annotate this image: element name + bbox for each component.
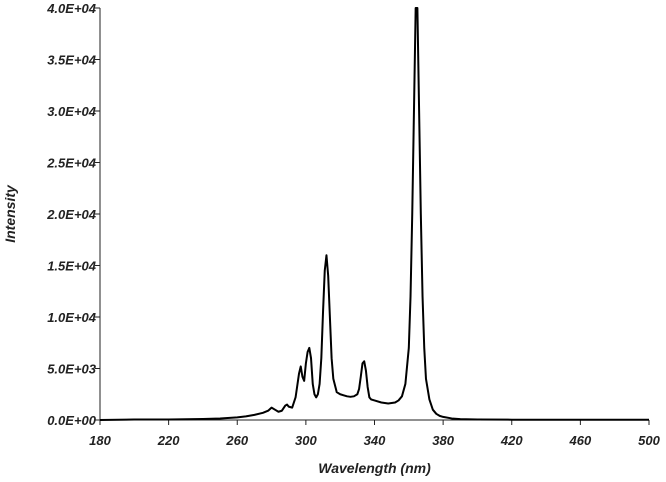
x-tick-label: 460 — [569, 433, 592, 448]
x-tick-label: 220 — [157, 433, 180, 448]
series-layer — [99, 7, 649, 421]
series-line — [99, 7, 649, 421]
y-tick-label: 3.0E+04 — [47, 104, 97, 119]
y-tick-label: 5.0E+03 — [47, 362, 97, 377]
y-tick-label: 2.0E+04 — [46, 207, 97, 222]
y-tick-label: 2.5E+04 — [46, 156, 97, 171]
y-tick-label: 4.0E+04 — [46, 1, 97, 16]
y-tick-label: 3.5E+04 — [47, 53, 97, 68]
plot-area: 180 220 260 300 340 380 420 460 500 0.0E+00 5.0E+… — [46, 1, 660, 448]
y-axis-ticks: 0.0E+00 5.0E+03 1.0E+04 1.5E+04 2.0E+04 2.5E+… — [46, 1, 100, 428]
x-axis-title: Wavelength (nm) — [318, 460, 431, 476]
y-tick-label: 1.5E+04 — [47, 259, 97, 274]
x-tick-label: 180 — [89, 433, 111, 448]
x-tick-label: 380 — [432, 433, 454, 448]
x-tick-label: 500 — [638, 433, 660, 448]
x-tick-label: 420 — [500, 433, 523, 448]
y-tick-label: 0.0E+00 — [47, 413, 97, 428]
x-tick-label: 340 — [364, 433, 386, 448]
y-tick-label: 1.0E+04 — [47, 310, 97, 325]
x-axis-ticks: 180 220 260 300 340 380 420 460 500 — [89, 420, 661, 448]
x-tick-label: 260 — [225, 433, 248, 448]
x-tick-label: 300 — [295, 433, 317, 448]
y-axis-title: Intensity — [2, 184, 18, 243]
